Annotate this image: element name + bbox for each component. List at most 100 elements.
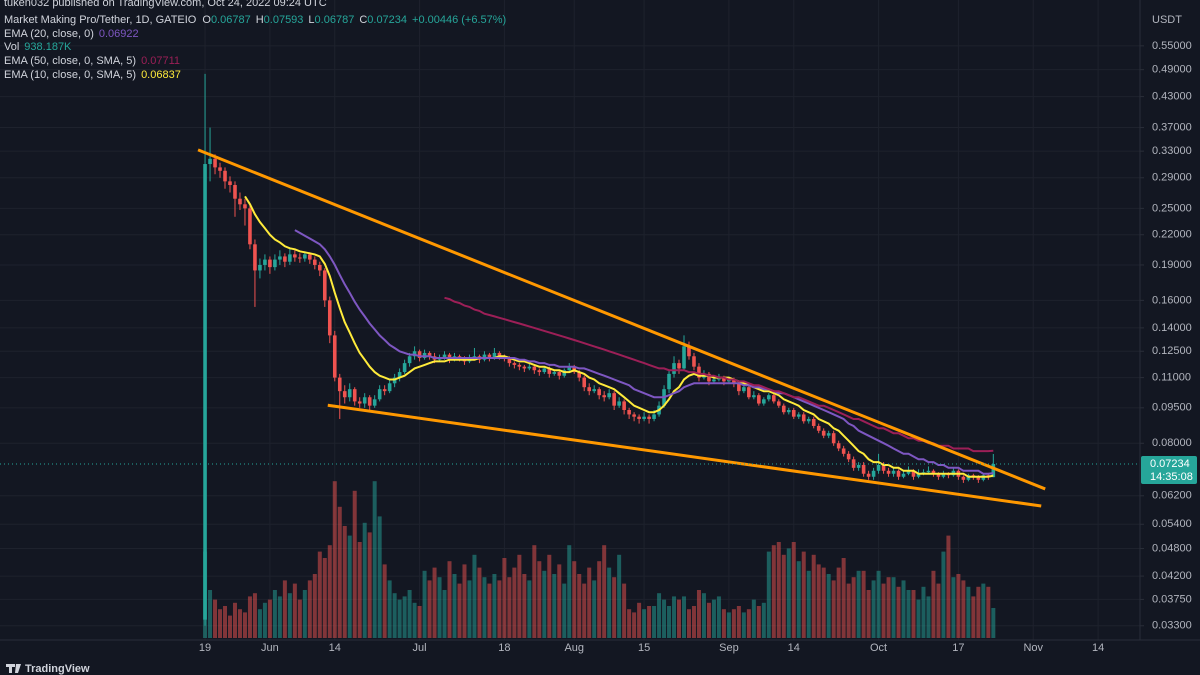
- candle-body: [293, 254, 297, 258]
- candle-body: [781, 405, 786, 413]
- candle-body: [322, 270, 327, 301]
- volume-bar: [382, 564, 387, 638]
- logo-text: TradingView: [25, 663, 90, 675]
- candle-body: [772, 395, 776, 402]
- volume-bar: [407, 590, 412, 638]
- candle-body: [303, 254, 307, 259]
- volume-bar: [891, 577, 896, 638]
- volume-bar: [337, 506, 342, 638]
- candle-body: [881, 464, 886, 471]
- candle-body: [826, 433, 831, 436]
- legend: Market Making Pro/Tether, 1D, GATEIO O 0.0…: [4, 14, 506, 81]
- volume-bar: [686, 609, 691, 638]
- y-tick-label: 0.03300: [1152, 620, 1192, 632]
- volume-bar: [956, 574, 961, 638]
- volume-bar: [602, 545, 607, 638]
- volume-bar: [991, 607, 996, 638]
- y-tick-label: 0.06200: [1152, 490, 1192, 502]
- x-tick-label: Oct: [870, 642, 887, 654]
- candle-body: [233, 185, 237, 199]
- volume-bar: [786, 548, 791, 638]
- candle-body: [821, 430, 826, 436]
- candle-body: [627, 410, 631, 415]
- candle-body: [313, 259, 317, 265]
- candle-body: [397, 372, 402, 378]
- candle-body: [647, 416, 651, 419]
- volume-bar: [806, 570, 811, 638]
- candle-body: [517, 364, 522, 367]
- candle-body: [592, 389, 596, 392]
- volume-bar: [711, 599, 716, 638]
- volume-bar: [257, 609, 262, 638]
- y-tick-label: 0.14000: [1152, 322, 1192, 334]
- volume-bar: [362, 522, 367, 638]
- legend-text: Market Making Pro/Tether, 1D, GATEIO: [4, 14, 197, 26]
- candle-body: [317, 264, 322, 271]
- y-tick-label: 0.08000: [1152, 437, 1192, 449]
- candle-body: [836, 443, 841, 449]
- volume-bar: [617, 554, 622, 638]
- candle-body: [941, 473, 946, 477]
- volume-bar: [926, 596, 931, 638]
- candle-body: [357, 401, 362, 404]
- legend-text: O: [202, 14, 211, 26]
- legend-text: C: [359, 14, 367, 26]
- volume-bar: [796, 561, 801, 638]
- candle-body: [308, 254, 312, 260]
- y-tick-label: 0.19000: [1152, 259, 1192, 271]
- candle-body: [372, 399, 377, 406]
- volume-bar: [716, 596, 721, 638]
- volume-bar: [242, 612, 247, 638]
- volume-bar: [297, 599, 302, 638]
- y-tick-label: 0.04200: [1152, 570, 1192, 582]
- volume-bar: [447, 561, 452, 638]
- candle-body: [906, 470, 911, 474]
- candle-body: [587, 387, 592, 392]
- volume-bar: [981, 583, 986, 638]
- volume-bar: [951, 577, 956, 638]
- candle-body: [886, 470, 891, 474]
- candle-body: [667, 373, 671, 390]
- volume-bar: [971, 596, 976, 638]
- ema-line: [444, 296, 994, 453]
- volume-bar: [647, 606, 652, 638]
- x-tick-label: 15: [638, 642, 650, 654]
- candle-body: [752, 395, 756, 398]
- candle-body: [342, 391, 347, 398]
- volume-bar: [736, 606, 741, 638]
- candle-body: [856, 464, 861, 468]
- legend-text: 0.06922: [99, 28, 139, 40]
- volume-bar: [667, 606, 672, 638]
- y-tick-label: 0.16000: [1152, 294, 1192, 306]
- candle-body: [757, 395, 761, 404]
- y-tick-label: 0.33000: [1152, 145, 1192, 157]
- countdown: 14:35:08: [1150, 471, 1193, 483]
- x-tick-label: Aug: [564, 642, 584, 654]
- volume-bar: [851, 577, 856, 638]
- volume-bar: [637, 602, 642, 638]
- x-tick-label: Nov: [1023, 642, 1043, 654]
- currency-label: USDT: [1152, 14, 1182, 26]
- volume-bar: [826, 574, 831, 638]
- volume-bar: [302, 590, 307, 638]
- candle-body: [722, 377, 726, 382]
- y-tick-label: 0.05400: [1152, 518, 1192, 530]
- volume-bar: [741, 612, 746, 638]
- candle-body: [697, 366, 701, 378]
- candle-body: [258, 264, 262, 271]
- volume-bar: [941, 551, 946, 638]
- candle-body: [522, 366, 527, 369]
- x-tick-label: Sep: [719, 642, 739, 654]
- volume-bar: [662, 599, 667, 638]
- legend-text: Vol: [4, 41, 19, 53]
- volume-bar: [227, 615, 232, 638]
- legend-text: L: [308, 14, 314, 26]
- volume-bar: [237, 609, 242, 638]
- candle-body: [682, 346, 686, 369]
- candle-body: [417, 351, 422, 358]
- volume-bar: [946, 535, 951, 638]
- volume-bar: [916, 599, 921, 638]
- volume-bar: [482, 577, 487, 638]
- volume-bar: [552, 574, 557, 638]
